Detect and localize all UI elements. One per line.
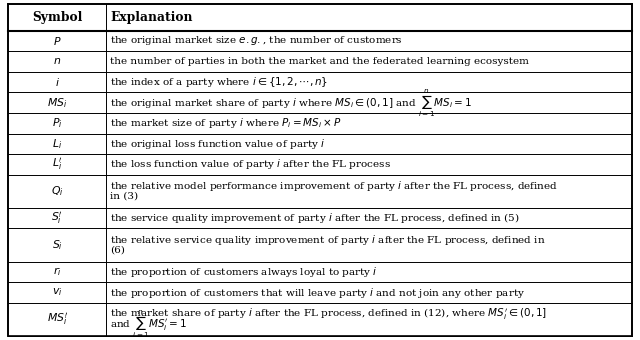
Text: $i$: $i$ bbox=[54, 76, 60, 88]
Text: the loss function value of party $i$ after the FL process: the loss function value of party $i$ aft… bbox=[110, 157, 391, 171]
Text: $v_i$: $v_i$ bbox=[52, 287, 62, 299]
Text: the service quality improvement of party $i$ after the FL process, defined in (5: the service quality improvement of party… bbox=[110, 211, 520, 225]
Text: the relative model performance improvement of party $i$ after the FL process, de: the relative model performance improveme… bbox=[110, 180, 558, 193]
Text: $MS_i'$: $MS_i'$ bbox=[47, 311, 68, 327]
Text: $P_i$: $P_i$ bbox=[52, 116, 62, 130]
Text: Explanation: Explanation bbox=[110, 11, 193, 24]
Text: the market share of party $i$ after the FL process, defined in (12), where $MS_i: the market share of party $i$ after the … bbox=[110, 307, 547, 322]
Text: the number of parties in both the market and the federated learning ecosystem: the number of parties in both the market… bbox=[110, 57, 529, 66]
Text: (6): (6) bbox=[110, 245, 125, 255]
Text: $L_i$: $L_i$ bbox=[52, 137, 62, 151]
Text: the market size of party $i$ where $P_i = MS_i \times P$: the market size of party $i$ where $P_i … bbox=[110, 116, 342, 130]
Text: $r_i$: $r_i$ bbox=[52, 266, 61, 278]
Text: the original loss function value of party $i$: the original loss function value of part… bbox=[110, 137, 326, 151]
Text: $MS_i$: $MS_i$ bbox=[47, 96, 67, 109]
Text: $n$: $n$ bbox=[53, 56, 61, 67]
Text: $L_i'$: $L_i'$ bbox=[52, 156, 63, 172]
Text: the proportion of customers always loyal to party $i$: the proportion of customers always loyal… bbox=[110, 265, 378, 279]
Text: and $\sum_{i=1}^{n} MS_i' = 1$: and $\sum_{i=1}^{n} MS_i' = 1$ bbox=[110, 308, 188, 340]
Text: $P$: $P$ bbox=[52, 35, 61, 47]
Text: in (3): in (3) bbox=[110, 192, 138, 201]
Text: $S_i'$: $S_i'$ bbox=[51, 210, 63, 226]
Text: Symbol: Symbol bbox=[32, 11, 82, 24]
Text: $Q_i$: $Q_i$ bbox=[51, 184, 63, 198]
Text: $S_i$: $S_i$ bbox=[52, 238, 63, 252]
Text: the index of a party where $i \in \{1, 2, \cdots, n\}$: the index of a party where $i \in \{1, 2… bbox=[110, 75, 328, 89]
Text: the original market share of party $i$ where $MS_i \in (0, 1]$ and $\sum_{i=1}^{: the original market share of party $i$ w… bbox=[110, 87, 472, 119]
Text: the original market size $e.g.$, the number of customers: the original market size $e.g.$, the num… bbox=[110, 34, 403, 47]
Text: the relative service quality improvement of party $i$ after the FL process, defi: the relative service quality improvement… bbox=[110, 233, 546, 247]
Text: the proportion of customers that will leave party $i$ and not join any other par: the proportion of customers that will le… bbox=[110, 286, 525, 300]
